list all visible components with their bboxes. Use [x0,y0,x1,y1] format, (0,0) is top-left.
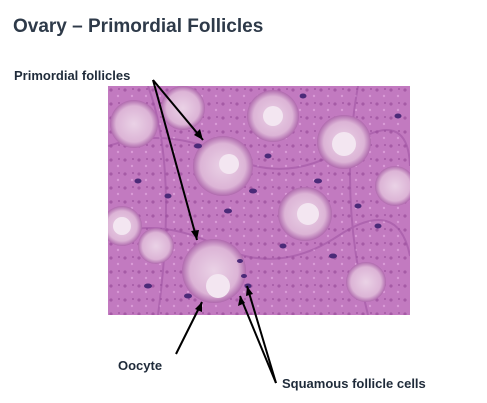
arrow-to-oocyte [175,301,203,355]
arrow-to-follicle-cell-left [239,295,277,384]
label-primordial-follicles: Primordial follicles [14,68,131,83]
micrograph-image [108,86,410,315]
arrow-to-follicle-lower [152,79,198,241]
label-squamous-follicle-cells: Squamous follicle cells [282,376,426,391]
label-oocyte: Oocyte [118,358,163,373]
arrow-to-follicle-cell-right [246,285,277,384]
arrow-to-follicle-upper [152,79,204,141]
slide-title: Ovary – Primordial Follicles [13,16,264,37]
